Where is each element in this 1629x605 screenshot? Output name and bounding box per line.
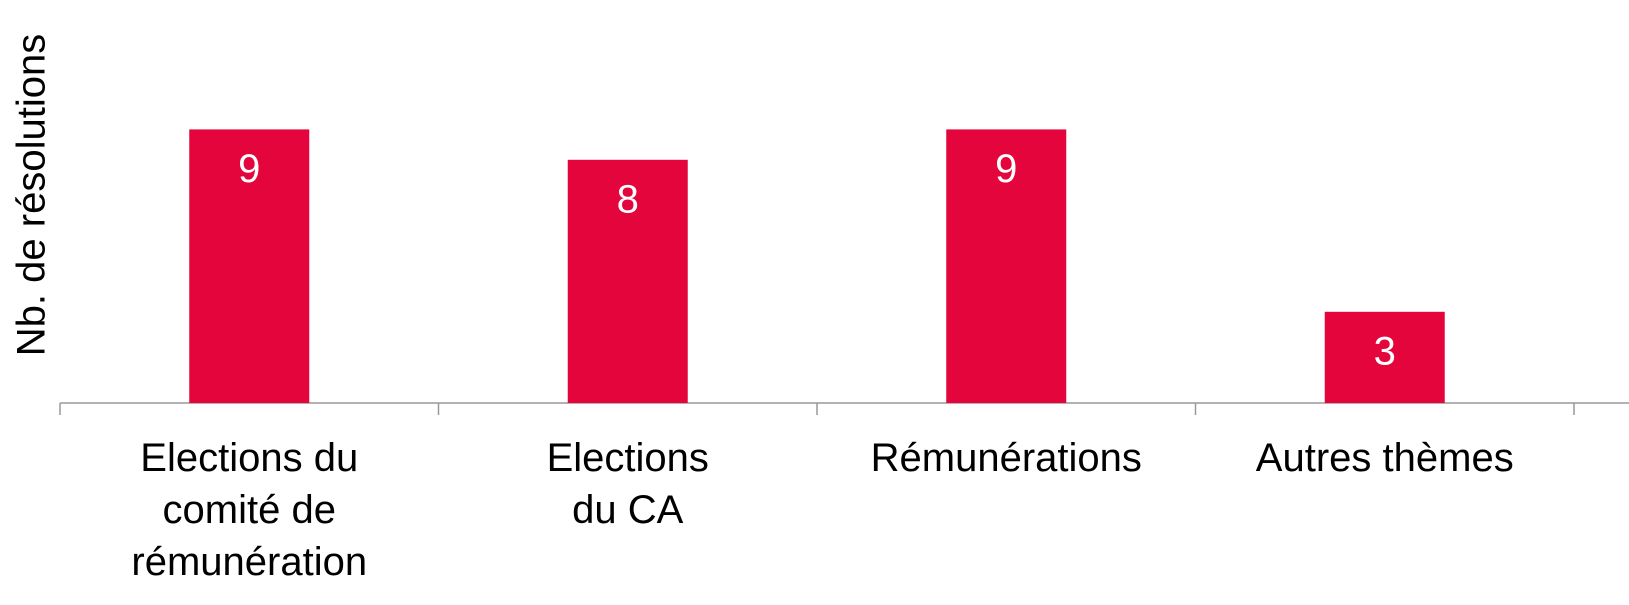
x-tick-label: Elections du comité de rémunération <box>131 436 368 584</box>
y-axis-label: Nb. de résolutions <box>10 34 54 356</box>
value-label: 8 <box>617 177 639 221</box>
value-label: 9 <box>238 147 260 191</box>
x-tick-label: Elections du CA <box>546 436 709 532</box>
bar <box>946 129 1067 403</box>
x-tick-label: Autres thèmes <box>1255 436 1514 480</box>
bar <box>1324 311 1445 403</box>
value-label: 9 <box>995 147 1017 191</box>
x-tick-label: Rémunérations <box>870 436 1142 480</box>
value-label: 3 <box>1374 329 1396 373</box>
bar <box>567 159 688 403</box>
bar <box>189 129 310 403</box>
